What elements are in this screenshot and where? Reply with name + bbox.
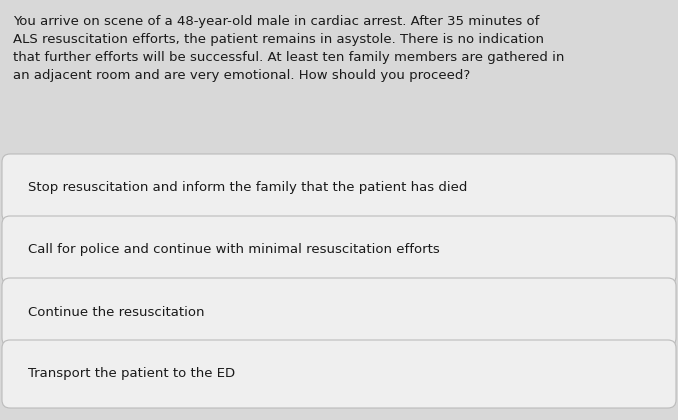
Text: Continue the resuscitation: Continue the resuscitation [28,305,205,318]
FancyBboxPatch shape [2,278,676,346]
Text: Call for police and continue with minimal resuscitation efforts: Call for police and continue with minima… [28,244,440,257]
Text: Stop resuscitation and inform the family that the patient has died: Stop resuscitation and inform the family… [28,181,467,194]
Text: Transport the patient to the ED: Transport the patient to the ED [28,368,235,381]
FancyBboxPatch shape [2,154,676,222]
Text: You arrive on scene of a 48-year-old male in cardiac arrest. After 35 minutes of: You arrive on scene of a 48-year-old mal… [13,15,564,82]
FancyBboxPatch shape [2,340,676,408]
FancyBboxPatch shape [2,216,676,284]
